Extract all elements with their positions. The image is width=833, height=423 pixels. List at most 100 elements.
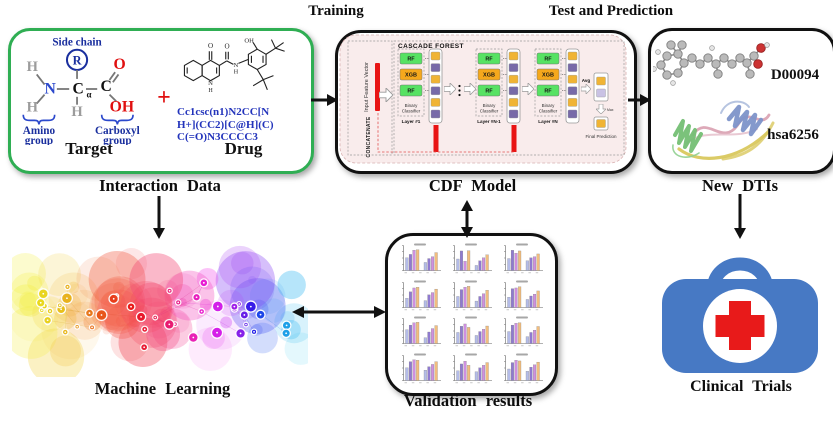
chip-label: RF [485,57,493,63]
smiles-line-3: C(=O)N3CCCC3 [177,131,258,143]
classifier-chip-rf [477,84,501,97]
mini-bar-chart-8 [452,316,492,347]
machine-learning-label: Machine Learning [94,379,231,398]
smiles-line-2: H+](CC2)[C@H](C) [177,118,274,131]
final-prediction-label: Final Prediction [585,134,617,139]
arrow-data-to-ml [153,196,165,239]
curly-braces [22,114,134,125]
ellipsis-dots [458,84,461,97]
mini-bar-chart-2 [452,243,492,274]
n-atom: N [44,80,56,97]
drug-title: Drug [224,139,263,158]
ketone-o-label: O [208,42,213,50]
classifier-chip-xgb [477,68,501,81]
mini-chart-grid [396,242,547,387]
target-title: Target [65,139,113,158]
carboxyl-group-label2: group [103,135,131,145]
first-aid-kit-icon [662,257,818,373]
drug-molecule-3d [653,40,770,86]
classifier-chip-rf [399,84,423,97]
h-atom: H [71,104,83,120]
classifier-chip-rf [399,52,423,65]
h-atom: H [27,59,39,75]
smiles-string: Cc1csc(n1)N2CC[N H+](CC2)[C@H](C) C(=O)N… [177,106,309,144]
mini-bar-chart-3 [504,243,544,274]
h-atom: H [27,99,39,115]
carboxyl-group-label: Carboxyl [95,125,140,137]
binary-classifier-caption2: Classifier [402,109,421,114]
phenol-oh-label: OH [244,38,254,45]
classifier-chip-xgb [536,68,560,81]
arrow-cdf-validation-bidirectional [461,200,473,238]
mini-bar-chart-1 [401,243,441,274]
ring-n-label: N [208,80,213,87]
concat-bar-2 [511,125,517,152]
smiles-line-1: Cc1csc(n1)N2CC[N [177,106,270,118]
binary-classifier-caption: Binary [483,103,497,108]
alpha-subscript: α [87,89,92,99]
layer-label: Layer #1 [402,119,421,124]
chip-label: RF [485,89,493,95]
bonds [36,69,120,105]
chip-label: RF [544,57,552,63]
binary-classifier-caption: Binary [405,103,419,108]
mini-bar-chart-7 [401,316,441,347]
cdf-model-label: CDF Model [428,176,517,195]
mini-bar-chart-4 [401,280,441,310]
oh-group: OH [110,98,134,115]
layer-label: Layer #N-1 [477,119,501,124]
binary-classifier-caption2: Classifier [539,109,558,114]
amide-o-label: O [225,43,230,51]
r-symbol: R [73,53,82,67]
concat-bar-1 [433,125,439,152]
mini-bar-chart-12 [504,353,544,384]
new-dtis-label: New DTIs [701,176,779,195]
mini-bar-chart-6 [504,280,544,310]
concatenate-dashed-path [377,113,514,153]
drug-2d-structure: N H O O N H OH [183,38,285,94]
classifier-chip-rf [536,52,560,65]
chip-label: XGB [483,73,495,79]
chip-label: RF [407,57,415,63]
classifier-chip-rf [477,52,501,65]
cascade-forest-title: CASCADE FOREST [398,43,464,50]
new-dtis-panel: D00094 hsa6256 [648,28,833,174]
arrow-dtis-to-clinical [734,194,746,239]
amino-group-label: Amino [23,125,56,137]
ring-h-label: H [208,88,213,94]
cascade-forest-diagram: Input Feature Vector CONCATENATE CASCADE… [339,34,627,164]
mini-bar-chart-10 [401,353,441,384]
interaction-data-panel: Side chain R H O N C α C OH H H [8,28,314,174]
arrow-cdf-to-dtis [628,94,651,106]
amino-group-label2: group [25,135,53,145]
plus-sign: + [157,85,171,111]
drug-skeleton [183,39,285,91]
training-label: Training [308,3,364,19]
input-feature-vector-label: Input Feature Vector [364,62,370,112]
target-id-label: hsa6256 [767,127,819,143]
c-alpha-atom: C [72,80,83,97]
input-feature-bar [375,63,380,111]
avg-label: Avg [582,78,591,83]
chip-label: RF [407,89,415,95]
chip-label: XGB [542,73,554,79]
layer-label: Layer #N [538,119,558,124]
arrow-ml-validation-bidirectional [292,306,386,318]
drug-id-label: D00094 [770,67,820,83]
chip-label: RF [544,89,552,95]
binary-classifier-caption2: Classifier [480,109,499,114]
classifier-chip-rf [536,84,560,97]
amino-acid-structure: Side chain R H O N C α C OH H H [22,36,140,145]
network-visualization [12,245,308,377]
chip-label: XGB [405,73,417,79]
concatenate-label: CONCATENATE [366,116,372,157]
max-label: Max [607,108,614,112]
binary-classifier-caption: Binary [542,103,556,108]
mini-bar-chart-5 [452,280,492,310]
red-cross-icon [715,301,765,350]
